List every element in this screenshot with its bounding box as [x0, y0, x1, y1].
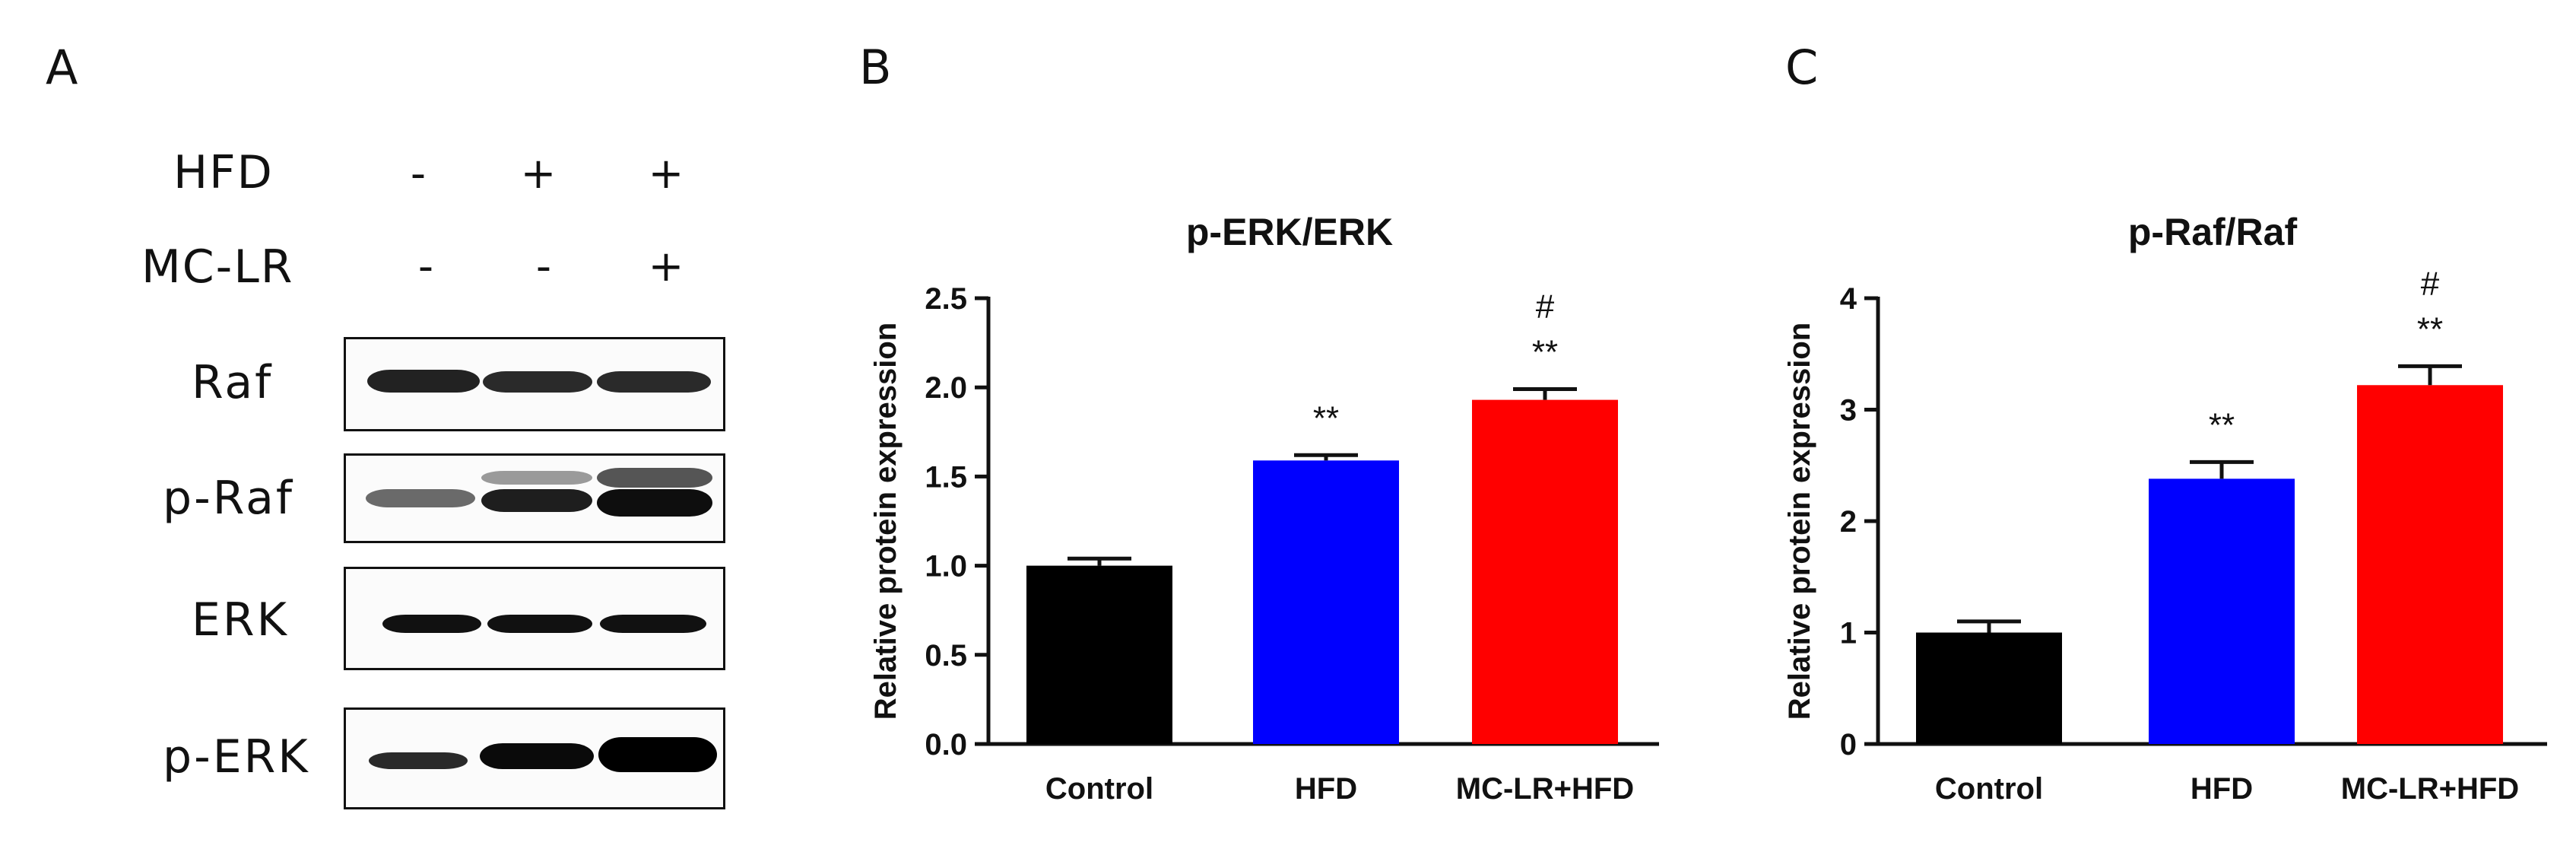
blot-band: [366, 489, 475, 507]
y-tick-label: 1: [1840, 617, 1857, 650]
treatment-label-hfd: HFD: [173, 146, 274, 199]
bar-mc-lr-hfd: [2357, 385, 2503, 744]
treatment-sign: -: [535, 242, 552, 291]
blot-band: [481, 489, 592, 512]
blot-band: [369, 752, 468, 769]
chart-p-raf-raf: p-Raf/Raf Relative protein expression 0 1 2 3…: [1783, 211, 2547, 806]
y-axis-label: Relative protein expression: [869, 323, 903, 720]
x-tick-label: Control: [1935, 772, 2043, 806]
treatment-sign: -: [410, 149, 427, 199]
blot-band: [487, 615, 592, 633]
blot-band: [598, 737, 717, 772]
treatment-sign: +: [520, 149, 557, 199]
x-tick-label: MC-LR+HFD: [2341, 772, 2519, 806]
panel-label-a: A: [46, 40, 78, 95]
bar-control: [1026, 565, 1172, 744]
y-tick-label: 0.5: [925, 639, 967, 672]
y-axis-label: Relative protein expression: [1783, 323, 1816, 720]
y-tick-label: 1.5: [925, 460, 967, 494]
blot-band: [597, 468, 712, 488]
x-tick-label: HFD: [1295, 772, 1357, 806]
treatment-sign: +: [648, 149, 684, 199]
blot-band: [480, 743, 594, 769]
blot-p-erk: [344, 707, 725, 809]
blot-raf: [344, 337, 725, 431]
blot-band: [597, 489, 712, 517]
blot-band: [597, 371, 711, 393]
y-tick-label: 0: [1840, 728, 1857, 761]
bar-hfd: [1253, 460, 1399, 744]
y-tick-label: 1.0: [925, 550, 967, 583]
bar-mc-lr-hfd: [1472, 399, 1618, 744]
significance-marker: #: [1536, 288, 1555, 326]
significance-marker: **: [1532, 334, 1558, 371]
y-tick-label: 2.0: [925, 371, 967, 405]
y-tick-label: 0.0: [925, 728, 967, 761]
treatment-sign: -: [417, 242, 434, 291]
blot-band: [600, 615, 706, 633]
treatment-sign: +: [648, 242, 684, 291]
x-tick-label: MC-LR+HFD: [1456, 772, 1634, 806]
y-tick-label: 4: [1840, 282, 1857, 316]
blot-band: [382, 615, 481, 633]
blot-erk: [344, 567, 725, 670]
chart-title: p-ERK/ERK: [1186, 211, 1393, 253]
bar-hfd: [2149, 479, 2295, 744]
x-tick-label: HFD: [2191, 772, 2253, 806]
bar-control: [1916, 632, 2062, 744]
significance-marker: **: [1313, 399, 1339, 437]
blot-label-p-erk: p-ERK: [163, 730, 310, 784]
y-tick-label: 2.5: [925, 282, 967, 316]
significance-marker: **: [2209, 406, 2235, 444]
blot-p-raf: [344, 453, 725, 543]
x-tick-label: Control: [1045, 772, 1153, 806]
blot-label-raf: Raf: [192, 356, 274, 409]
panel-label-b: B: [859, 40, 892, 95]
panel-label-c: C: [1785, 40, 1819, 95]
blot-band: [481, 471, 592, 485]
chart-title: p-Raf/Raf: [2128, 211, 2298, 253]
significance-marker: **: [2417, 310, 2443, 348]
blot-band: [367, 370, 480, 393]
y-tick-label: 2: [1840, 505, 1857, 539]
blot-band: [483, 371, 592, 393]
y-tick-label: 3: [1840, 394, 1857, 428]
chart-p-erk-erk: p-ERK/ERK Relative protein expression 0.0 0…: [869, 211, 1659, 806]
blot-label-erk: ERK: [192, 593, 289, 647]
blot-label-p-raf: p-Raf: [163, 472, 294, 525]
significance-marker: #: [2421, 265, 2440, 302]
treatment-label-mclr: MC-LR: [141, 240, 294, 294]
